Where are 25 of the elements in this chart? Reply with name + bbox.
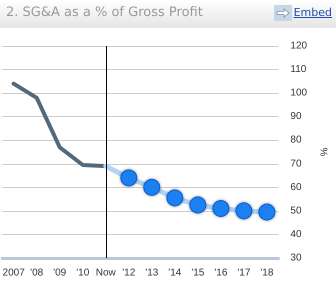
y-tick-label: 50 — [290, 205, 302, 216]
y-tick-label: 120 — [290, 40, 308, 52]
y-tick-label: 30 — [290, 252, 302, 264]
x-tick-label: Now — [96, 268, 117, 278]
x-tick-label: '09 — [53, 268, 67, 278]
chart-title: 2. SG&A as a % of Gross Profit — [6, 5, 203, 20]
x-tick-label: '12 — [122, 268, 136, 278]
x-tick-label: 2007 — [2, 268, 26, 278]
y-tick-label: 100 — [290, 88, 308, 99]
y-axis-title: % — [318, 148, 328, 157]
x-tick-label: '16 — [214, 268, 228, 278]
y-tick-label: 80 — [290, 134, 302, 146]
y-tick-label: 70 — [290, 158, 302, 170]
x-tick-label: '15 — [191, 268, 205, 278]
x-tick-label: '13 — [145, 268, 159, 278]
y-tick-label: 60 — [290, 182, 302, 193]
x-tick-label: '18 — [260, 268, 274, 278]
y-tick-label: 40 — [290, 228, 302, 240]
y-tick-label: 110 — [290, 64, 307, 76]
x-tick-label: '14 — [168, 268, 182, 278]
y-tick-label: 90 — [290, 111, 302, 122]
x-tick-label: '17 — [237, 268, 251, 278]
text: Embed — [294, 6, 332, 19]
x-tick-label: '10 — [76, 268, 90, 278]
x-tick-label: '08 — [30, 268, 44, 278]
